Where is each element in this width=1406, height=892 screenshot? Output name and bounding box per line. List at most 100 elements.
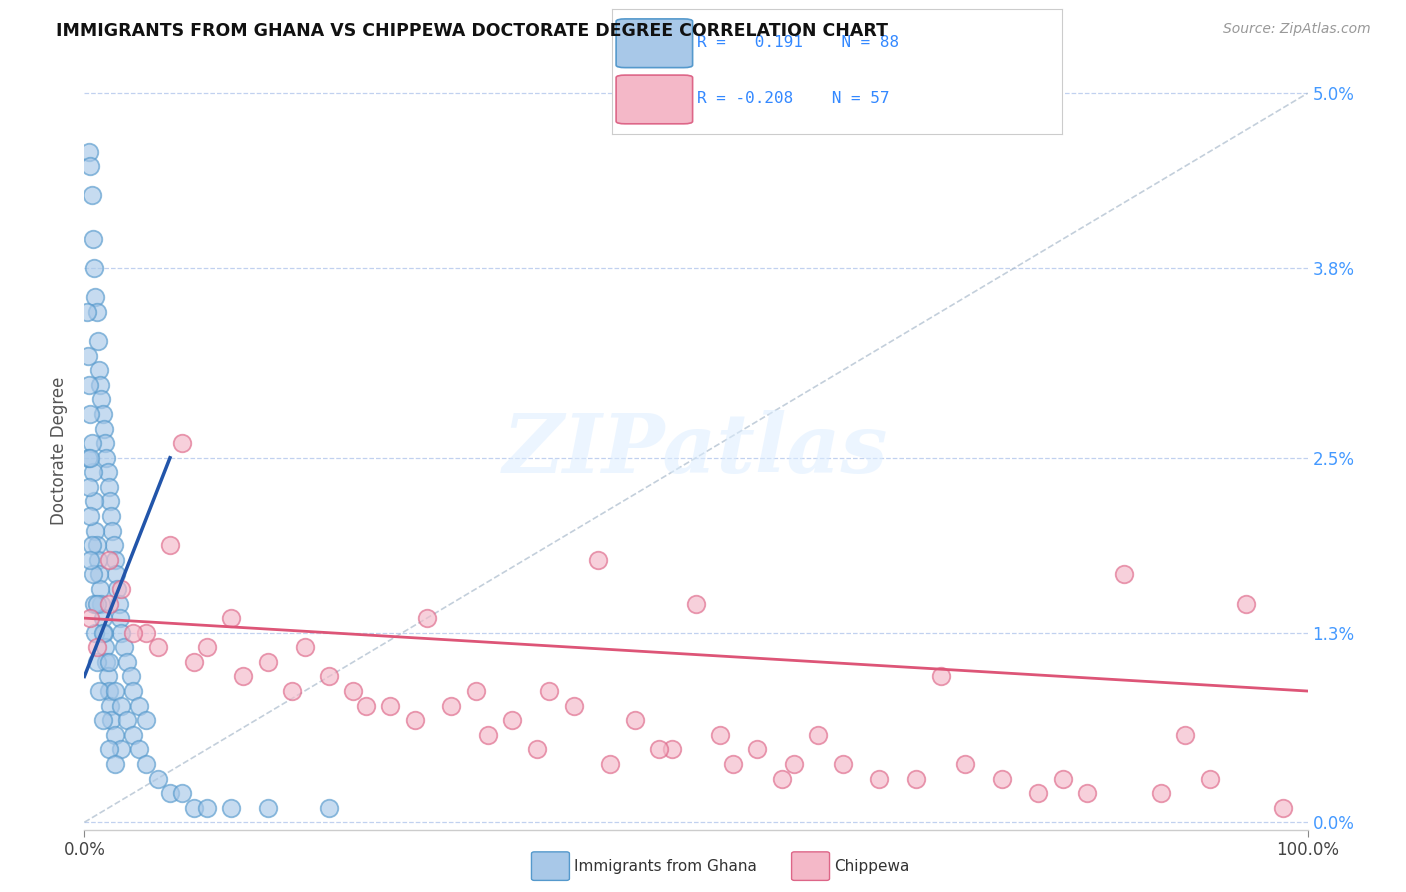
Point <box>905 772 928 786</box>
Point <box>112 640 135 655</box>
Point <box>80 436 103 450</box>
Point <box>219 611 242 625</box>
Point <box>1150 786 1173 800</box>
Y-axis label: Doctorate Degree: Doctorate Degree <box>51 376 69 524</box>
Point <box>172 436 194 450</box>
Point <box>87 684 110 698</box>
Point <box>77 450 100 465</box>
Point <box>1028 786 1050 800</box>
Text: R = -0.208    N = 57: R = -0.208 N = 57 <box>697 91 890 106</box>
Point <box>599 756 621 771</box>
Point <box>477 728 499 742</box>
Point <box>96 655 118 669</box>
Point <box>135 625 157 640</box>
Point <box>86 640 108 655</box>
Point <box>86 655 108 669</box>
Point <box>101 524 124 538</box>
Point <box>98 494 121 508</box>
Point <box>831 756 853 771</box>
Text: R =   0.191    N = 88: R = 0.191 N = 88 <box>697 35 900 50</box>
Point <box>440 698 463 713</box>
Point <box>122 625 145 640</box>
Text: IMMIGRANTS FROM GHANA VS CHIPPEWA DOCTORATE DEGREE CORRELATION CHART: IMMIGRANTS FROM GHANA VS CHIPPEWA DOCTOR… <box>56 22 889 40</box>
Point <box>526 742 548 756</box>
Point <box>232 669 254 683</box>
Point <box>77 377 100 392</box>
Point <box>97 480 120 494</box>
Point <box>97 597 120 611</box>
Point <box>183 800 205 814</box>
Point <box>80 188 103 202</box>
Point <box>104 728 127 742</box>
Point <box>648 742 671 756</box>
Point <box>93 421 115 435</box>
Point <box>110 625 132 640</box>
Point <box>783 756 806 771</box>
Point <box>562 698 585 713</box>
Point <box>93 625 115 640</box>
Point <box>97 742 120 756</box>
Point <box>94 640 117 655</box>
Point <box>79 553 101 567</box>
Point <box>929 669 952 683</box>
Point <box>79 611 101 625</box>
Point <box>79 450 101 465</box>
Point <box>84 524 107 538</box>
Point <box>80 538 103 552</box>
Point <box>128 742 150 756</box>
Point <box>105 582 128 596</box>
Text: Chippewa: Chippewa <box>834 859 910 873</box>
Point <box>1052 772 1074 786</box>
Point <box>103 538 125 552</box>
Point <box>115 713 138 727</box>
Point <box>502 713 524 727</box>
Point <box>87 567 110 582</box>
Point <box>77 480 100 494</box>
Point <box>79 159 101 173</box>
Point <box>159 786 181 800</box>
Point <box>464 684 486 698</box>
Point <box>183 655 205 669</box>
Text: ZIPatlas: ZIPatlas <box>503 410 889 491</box>
FancyBboxPatch shape <box>616 19 693 68</box>
Point <box>87 553 110 567</box>
Point <box>97 669 120 683</box>
Point <box>97 466 120 480</box>
Point <box>91 611 114 625</box>
Point <box>110 742 132 756</box>
Point <box>94 436 117 450</box>
Point <box>97 684 120 698</box>
Point <box>146 640 169 655</box>
Point <box>195 640 218 655</box>
Point <box>120 669 142 683</box>
Point <box>135 756 157 771</box>
Point <box>77 349 100 363</box>
Point <box>96 450 118 465</box>
Point <box>318 800 340 814</box>
Point <box>747 742 769 756</box>
Point <box>195 800 218 814</box>
Point <box>86 305 108 319</box>
Point <box>91 713 114 727</box>
Point <box>84 625 107 640</box>
Point <box>87 334 110 348</box>
Point <box>82 232 104 246</box>
Point <box>257 800 280 814</box>
Point <box>538 684 561 698</box>
Point <box>107 597 129 611</box>
Point <box>97 655 120 669</box>
Point <box>105 567 128 582</box>
Point <box>79 407 101 421</box>
Point <box>685 597 707 611</box>
Point <box>122 728 145 742</box>
Point <box>128 698 150 713</box>
Point <box>104 756 127 771</box>
Point <box>110 698 132 713</box>
Point <box>122 684 145 698</box>
Point <box>90 392 112 407</box>
Point <box>294 640 316 655</box>
Point <box>104 553 127 567</box>
Point <box>624 713 647 727</box>
Point <box>404 713 426 727</box>
Point <box>953 756 976 771</box>
